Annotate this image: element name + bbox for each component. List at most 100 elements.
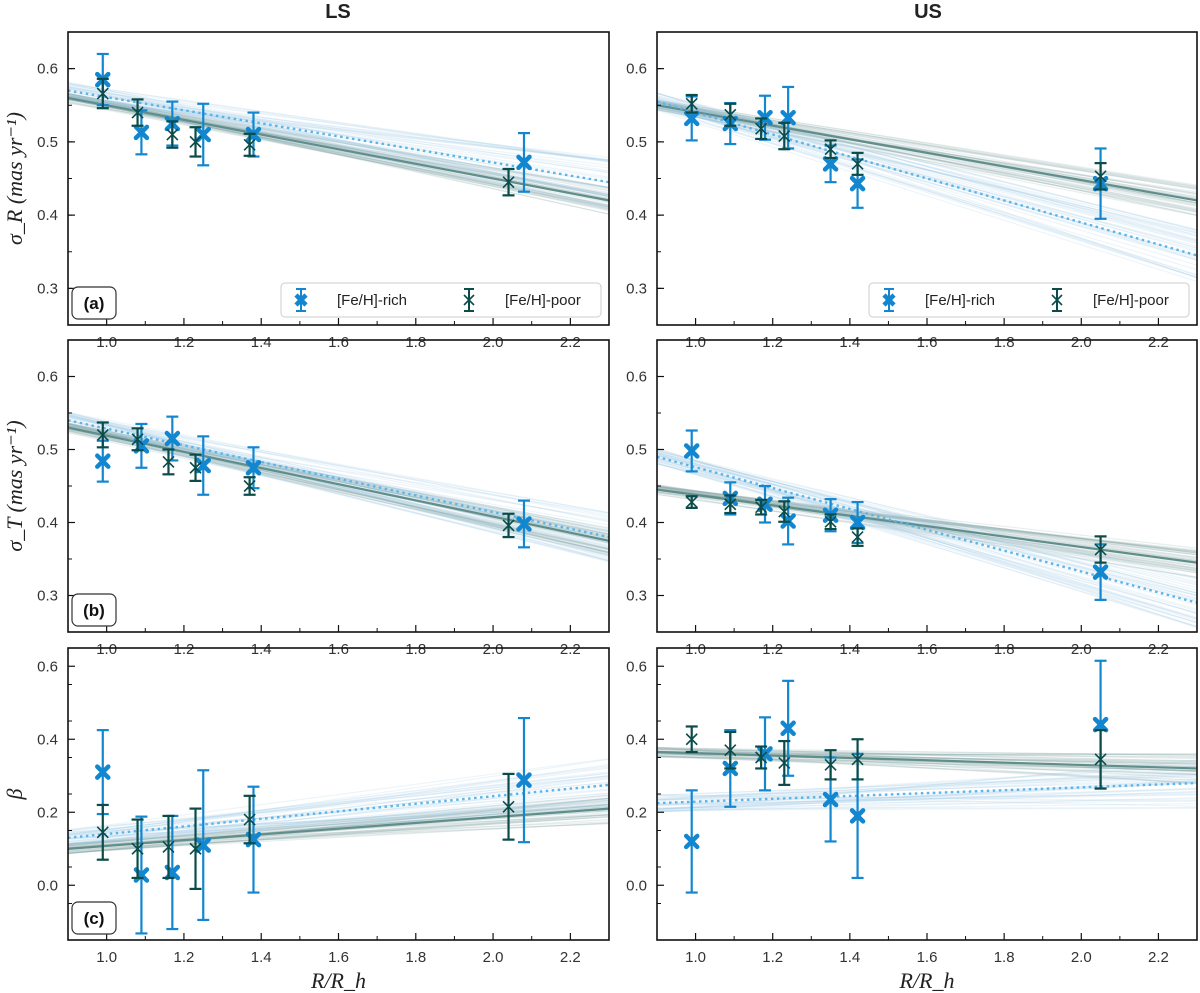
- x-tick-label: 1.0: [96, 949, 117, 966]
- marker-poor: [1094, 170, 1107, 183]
- y-tick-label: 0.6: [37, 658, 58, 675]
- svg-text:(c): (c): [84, 909, 105, 928]
- y-tick-label: 0.6: [626, 658, 647, 675]
- y-axis-label: σ_T (mas yr⁻¹): [2, 420, 27, 551]
- x-tick-label: 1.0: [685, 641, 706, 658]
- x-tick-label: 1.0: [685, 334, 706, 351]
- marker-rich: [1092, 564, 1109, 580]
- marker-poor: [824, 515, 837, 528]
- panel-b-us: 1.0 1.2 1.4 1.6 1.8 2.0 2.2 0.3 0.4 0.5 0.6: [626, 339, 1198, 658]
- marker-rich: [683, 110, 700, 127]
- marker-rich: [164, 430, 181, 447]
- y-tick-label: 0.0: [626, 877, 647, 894]
- marker-poor: [502, 176, 515, 189]
- y-tick-label: 0.6: [626, 61, 647, 78]
- x-tick-label: 1.8: [405, 641, 426, 658]
- marker-poor: [755, 501, 768, 514]
- y-tick-label: 0.2: [37, 804, 58, 821]
- x-tick-label: 1.4: [839, 334, 860, 351]
- x-tick-label: 1.8: [405, 949, 426, 966]
- marker-poor: [851, 753, 864, 766]
- marker-poor: [1094, 753, 1107, 766]
- panel-a-us: 1.0 1.2 1.4 1.6 1.8 2.0 2.2 0.3 0.4 0.5 0.6 [Fe/H]-…: [626, 31, 1198, 351]
- x-tick-label: 1.2: [173, 334, 194, 351]
- marker-poor: [189, 461, 202, 474]
- x-tick-label: 1.8: [994, 641, 1015, 658]
- marker-poor: [755, 751, 768, 764]
- marker-rich: [195, 837, 211, 853]
- posterior-band: [657, 746, 1197, 813]
- y-tick-label: 0.4: [37, 515, 58, 532]
- x-tick-label: 1.2: [762, 949, 783, 966]
- marker-rich: [780, 109, 796, 126]
- marker-rich: [849, 514, 866, 531]
- y-tick-label: 0.4: [626, 207, 647, 224]
- series-poor: [96, 772, 515, 891]
- column-title-ls: LS: [325, 1, 351, 23]
- fit-line-rich: [657, 781, 1197, 805]
- panel-b-ls: 1.0 1.2 1.4 1.6 1.8 2.0 2.2 0.3 0.4 0.5 0.6 (b) σ_T …: [2, 339, 610, 658]
- x-tick-label: 1.6: [328, 949, 349, 966]
- panel-label: (a): [71, 286, 117, 320]
- marker-poor: [685, 97, 698, 110]
- panel-label: (c): [71, 901, 117, 935]
- marker-poor: [502, 800, 515, 813]
- x-tick-label: 1.8: [405, 334, 426, 351]
- posterior-band: [68, 758, 609, 855]
- marker-poor: [502, 519, 515, 532]
- posterior-band: [68, 411, 609, 563]
- marker-rich: [849, 808, 866, 824]
- y-tick-label: 0.4: [626, 515, 647, 532]
- marker-rich: [822, 791, 839, 808]
- x-tick-label: 2.2: [560, 949, 581, 966]
- marker-rich: [95, 453, 111, 469]
- marker-poor: [685, 495, 698, 509]
- posterior-band: [68, 81, 609, 215]
- fit-line-rich: [68, 783, 609, 839]
- panel-c-ls: 1.0 1.2 1.4 1.6 1.8 2.0 2.2 0.0 0.2 0.4 0.6 (c) β R/R…: [2, 647, 610, 993]
- marker-rich: [822, 156, 839, 172]
- marker-poor: [96, 826, 109, 839]
- x-tick-label: 2.0: [1071, 334, 1092, 351]
- x-tick-label: 1.4: [839, 949, 860, 966]
- y-tick-label: 0.4: [37, 731, 58, 748]
- svg-text:(b): (b): [83, 601, 105, 620]
- x-tick-label: 1.6: [328, 641, 349, 658]
- marker-poor: [131, 433, 144, 446]
- y-tick-label: 0.5: [37, 442, 58, 459]
- y-axis-label: β: [2, 788, 27, 800]
- marker-poor: [96, 428, 109, 441]
- legend: [Fe/H]-rich [Fe/H]-poor: [280, 282, 602, 318]
- x-tick-label: 1.0: [96, 334, 117, 351]
- x-tick-label: 1.0: [96, 641, 117, 658]
- x-tick-label: 1.2: [173, 949, 194, 966]
- series-poor: [685, 494, 1107, 564]
- marker-poor: [131, 106, 144, 119]
- series-poor: [685, 93, 1107, 191]
- marker-rich: [516, 154, 532, 171]
- y-tick-label: 0.0: [37, 877, 58, 894]
- marker-rich: [780, 720, 796, 737]
- series-poor: [685, 725, 1107, 790]
- fit-line-poor: [68, 807, 609, 850]
- x-tick-label: 1.6: [328, 334, 349, 351]
- x-tick-label: 1.8: [994, 949, 1015, 966]
- marker-poor: [824, 143, 837, 156]
- x-tick-label: 2.0: [483, 949, 504, 966]
- column-title-us: US: [914, 1, 942, 23]
- marker-poor: [755, 122, 768, 135]
- x-tick-label: 1.2: [762, 334, 783, 351]
- y-tick-label: 0.6: [626, 369, 647, 386]
- y-tick-label: 0.3: [37, 280, 58, 297]
- y-tick-label: 0.5: [626, 134, 647, 151]
- x-tick-label: 2.2: [1148, 641, 1169, 658]
- y-tick-label: 0.4: [37, 207, 58, 224]
- marker-poor: [851, 531, 864, 544]
- series-poor: [96, 421, 515, 539]
- y-tick-label: 0.3: [626, 280, 647, 297]
- marker-rich: [516, 516, 532, 532]
- x-tick-label: 1.4: [251, 641, 272, 658]
- x-tick-label: 2.0: [1071, 641, 1092, 658]
- x-tick-label: 2.2: [560, 641, 581, 658]
